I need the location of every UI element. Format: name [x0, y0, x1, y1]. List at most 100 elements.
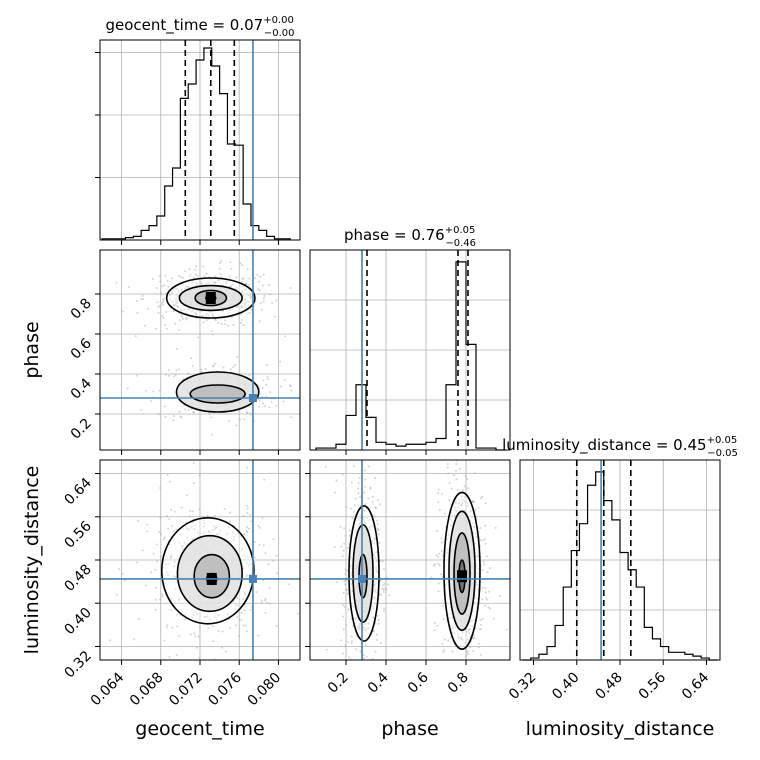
sample-point [367, 622, 370, 625]
sample-point [460, 495, 463, 498]
sample-point [371, 495, 374, 498]
sample-point [115, 281, 118, 284]
sample-point [192, 521, 195, 524]
sample-point [273, 315, 276, 318]
sample-point [481, 617, 484, 620]
sample-point [475, 532, 478, 535]
sample-point [350, 556, 353, 559]
sample-point [460, 504, 463, 507]
sample-point [358, 625, 361, 628]
sample-point [247, 294, 250, 297]
sample-point [167, 527, 170, 530]
sample-point [449, 636, 452, 639]
sample-point [210, 416, 213, 419]
sample-point [184, 270, 187, 273]
sample-point [173, 565, 176, 568]
sample-point [454, 514, 457, 517]
sample-point [376, 633, 379, 636]
sample-point [369, 486, 372, 489]
sample-point [154, 328, 157, 331]
sample-point [218, 532, 221, 535]
sample-point [193, 411, 196, 414]
sample-point [234, 603, 237, 606]
sample-point [241, 306, 244, 309]
sample-point [163, 686, 165, 688]
sample-point [371, 540, 374, 543]
sample-point [159, 533, 162, 536]
sample-point [469, 520, 472, 523]
sample-point [206, 615, 209, 618]
sample-point [236, 355, 239, 358]
sample-point [223, 323, 226, 326]
sample-point [229, 368, 232, 371]
sample-point [219, 529, 222, 532]
sample-point [154, 598, 157, 601]
sample-point [379, 559, 382, 562]
sample-point [157, 311, 160, 314]
sample-point [168, 656, 171, 659]
sample-point [161, 285, 164, 288]
sample-point [471, 610, 474, 613]
sample-point [265, 383, 268, 386]
sample-point [350, 640, 353, 643]
sample-point [248, 573, 251, 576]
sample-point [374, 650, 377, 653]
sample-point [164, 274, 167, 277]
sample-point [457, 498, 460, 501]
sample-point [489, 567, 492, 570]
sample-point [464, 475, 467, 478]
sample-point [362, 663, 364, 665]
sample-point [454, 469, 457, 472]
sample-point [135, 374, 138, 377]
sample-point [358, 477, 361, 480]
sample-point [163, 284, 166, 287]
sample-point [203, 615, 206, 618]
sample-point [452, 627, 455, 630]
sample-point [176, 625, 179, 628]
sample-point [217, 280, 220, 283]
sample-point [246, 512, 249, 515]
sample-point [244, 288, 247, 291]
sample-point [165, 327, 168, 330]
sample-point [224, 319, 227, 322]
sample-point [363, 623, 366, 626]
sample-point [172, 575, 175, 578]
sample-point [341, 473, 344, 476]
sample-point [457, 637, 460, 640]
sample-point [343, 580, 346, 583]
sample-point [461, 502, 464, 505]
sample-point [201, 314, 204, 317]
sample-point [134, 335, 137, 338]
sample-point [364, 643, 367, 646]
sample-point [372, 554, 375, 557]
sample-point [161, 595, 164, 598]
sample-point [457, 502, 460, 505]
sample-point [471, 637, 474, 640]
sample-point [248, 374, 251, 377]
sample-point [365, 637, 368, 640]
sample-point [214, 616, 217, 619]
sample-point [458, 744, 460, 746]
sample-point [212, 315, 215, 318]
sample-point [247, 564, 250, 567]
sample-point [486, 598, 489, 601]
sample-point [220, 668, 222, 670]
sample-point [173, 375, 176, 378]
sample-point [220, 260, 223, 263]
sample-point [248, 277, 251, 280]
sample-point [238, 285, 241, 288]
sample-point [333, 545, 336, 548]
sample-point [474, 596, 477, 599]
sample-point [377, 533, 380, 536]
sample-point [218, 267, 221, 270]
sample-point [169, 480, 172, 483]
sample-point [204, 368, 207, 371]
x-tick-label: 0.2 [325, 670, 352, 697]
sample-point [262, 273, 265, 276]
sample-point [453, 474, 456, 477]
sample-point [477, 506, 480, 509]
sample-point [473, 472, 476, 475]
sample-point [243, 533, 246, 536]
sample-point [192, 482, 195, 485]
sample-point [198, 662, 200, 664]
